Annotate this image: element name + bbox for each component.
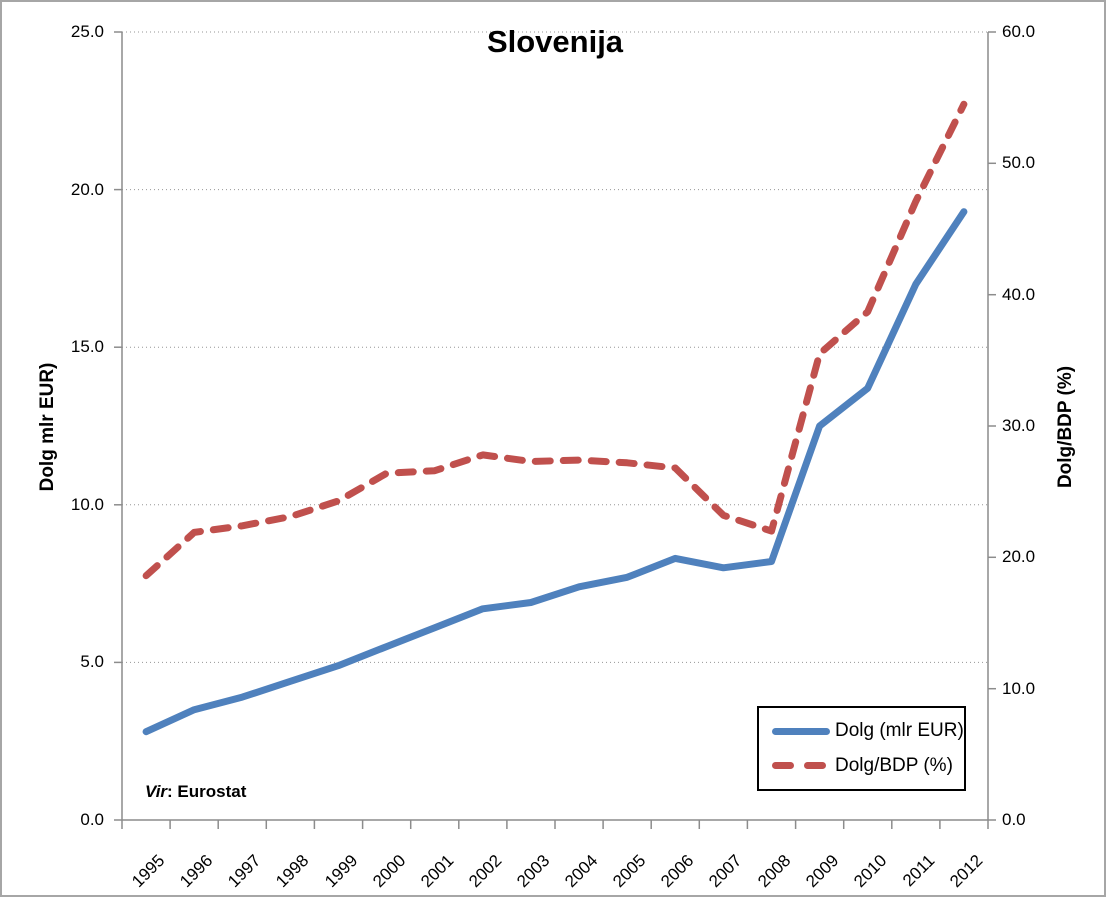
right-axis-tick-label: 10.0 (1002, 678, 1036, 698)
left-axis-tick-label: 10.0 (70, 494, 104, 514)
solid-line-swatch (772, 727, 832, 735)
source-label-vir: Vir (145, 782, 168, 801)
dashed-line-swatch (772, 762, 832, 770)
source-label-rest: : Eurostat (167, 782, 247, 801)
right-axis-tick-label: 20.0 (1002, 547, 1036, 567)
legend-label: Dolg (mlr EUR) (835, 720, 964, 742)
series-line-left (142, 208, 968, 736)
legend-item: Dolg (mlr EUR) (763, 720, 964, 742)
left-axis-tick-label: 15.0 (70, 337, 104, 357)
legend-item: Dolg/BDP (%) (763, 755, 960, 777)
right-axis-tick-label: 30.0 (1002, 416, 1036, 435)
legend: Dolg (mlr EUR) Dolg/BDP (%) (757, 706, 966, 791)
left-axis-tick-label: 5.0 (80, 652, 104, 672)
right-axis-tick-label: 50.0 (1002, 153, 1036, 173)
right-axis-tick-label: 0.0 (1002, 810, 1026, 829)
left-axis-tick-label: 20.0 (70, 179, 104, 199)
legend-label: Dolg/BDP (%) (835, 754, 953, 776)
source-note: Vir: Eurostat (145, 782, 246, 802)
left-axis-tick-label: 0.0 (80, 810, 104, 829)
left-axis-tick-label: 25.0 (70, 22, 104, 41)
series-line-right (142, 100, 968, 580)
right-axis-tick-label: 40.0 (1002, 284, 1036, 304)
right-axis-tick-label: 60.0 (1002, 22, 1036, 41)
chart-title: Slovenija (486, 24, 624, 59)
